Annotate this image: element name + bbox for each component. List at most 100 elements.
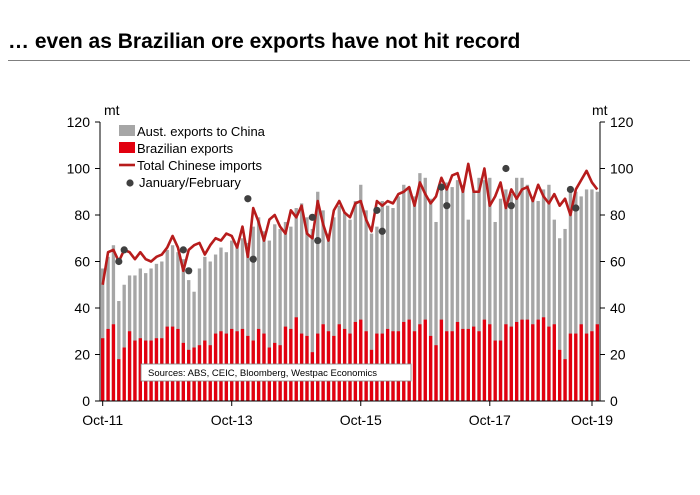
axis-frame	[99, 122, 601, 402]
brazil-bar	[536, 319, 540, 401]
x-axis: Oct-11 Oct-13 Oct-15 Oct-17 Oct-19	[82, 401, 613, 428]
jan-feb-point	[502, 164, 510, 173]
aus-bar	[332, 217, 336, 401]
brazil-bar	[445, 331, 449, 401]
aus-bar	[353, 201, 358, 401]
brazil-bar	[504, 324, 508, 401]
jan-feb-point	[572, 204, 580, 212]
x-tick-label: Oct-13	[211, 412, 253, 428]
aus-bar	[364, 210, 368, 401]
brazil-bar	[590, 331, 594, 401]
aus-bar	[547, 184, 551, 401]
y-left-tick-label: 20	[74, 347, 90, 363]
aus-bar	[590, 189, 594, 401]
brazil-bar	[138, 338, 142, 401]
aus-bar	[273, 224, 277, 401]
aus-bar	[498, 198, 503, 401]
aus-bar	[455, 180, 460, 401]
brazil-bar	[515, 321, 519, 401]
aus-bar	[267, 240, 272, 401]
aus-bar	[117, 301, 121, 401]
aus-bar	[154, 263, 159, 401]
legend-label: Aust. exports to China	[137, 124, 266, 139]
legend-brazil-swatch	[119, 142, 135, 153]
jan-feb-point	[308, 213, 316, 221]
chart-title: … even as Brazilian ore exports have not…	[8, 30, 521, 53]
aus-bar	[450, 187, 454, 401]
brazil-bar	[407, 319, 411, 401]
legend-label: Brazilian exports	[137, 141, 234, 156]
brazil-bar	[402, 321, 406, 401]
y-right-tick-label: 120	[610, 114, 634, 130]
aus-bar	[144, 273, 148, 401]
y-right-tick-label: 20	[610, 347, 626, 363]
aus-bar	[375, 226, 379, 401]
aus-bar	[122, 284, 126, 401]
aus-bar	[337, 205, 341, 401]
brazil-bar	[558, 349, 562, 401]
jan-feb-point	[314, 236, 322, 245]
brazil-bar	[579, 324, 583, 401]
aus-bar	[310, 228, 315, 401]
aus-bar	[208, 261, 212, 401]
brazil-bar	[563, 359, 567, 401]
aus-bar	[466, 219, 470, 401]
aus-bar	[407, 187, 411, 401]
brazil-bar	[520, 319, 524, 401]
aus-bar	[348, 219, 352, 401]
aus-bar	[461, 184, 465, 401]
jan-feb-point	[120, 246, 128, 254]
brazil-bar	[294, 317, 298, 401]
aus-bar	[385, 205, 390, 401]
aus-bar	[541, 189, 546, 401]
brazil-bar	[541, 317, 546, 401]
aus-bar	[165, 249, 169, 401]
brazil-bar	[498, 340, 503, 401]
y-right-tick-label: 80	[610, 207, 626, 223]
y-left-unit: mt	[104, 102, 120, 118]
aus-bar	[240, 238, 245, 401]
brazil-bar	[471, 326, 476, 401]
aus-bar	[326, 233, 331, 401]
brazil-bar	[568, 333, 573, 401]
brazil-bar	[117, 359, 121, 401]
aus-bar	[289, 226, 293, 401]
brazil-bar	[547, 326, 551, 401]
aus-bar	[423, 177, 427, 401]
source-note-text: Sources: ABS, CEIC, Bloomberg, Westpac E…	[148, 368, 377, 379]
brazil-bar	[482, 319, 487, 401]
aus-bar	[321, 210, 325, 401]
brazil-bar	[488, 324, 492, 401]
aus-bar	[235, 245, 239, 401]
y-left-tick-label: 80	[74, 207, 90, 223]
jan-feb-point	[179, 246, 187, 254]
aus-bar	[520, 177, 524, 401]
aus-bar	[418, 173, 422, 401]
brazil-bar	[122, 347, 126, 401]
aus-bar	[197, 268, 202, 401]
aus-bar	[181, 259, 185, 401]
legend-janfeb-swatch	[126, 179, 134, 187]
legend-label: January/February	[139, 175, 241, 190]
aus-bar	[149, 268, 153, 401]
x-tick-label: Oct-11	[82, 412, 123, 428]
jan-feb-point	[507, 202, 515, 210]
brazil-bar	[531, 324, 535, 401]
aus-bar	[558, 238, 562, 401]
aus-bar	[316, 191, 320, 401]
aus-bar	[256, 217, 261, 401]
jan-feb-point	[373, 206, 381, 214]
brazil-bar	[101, 338, 105, 401]
brazil-bar	[477, 331, 481, 401]
brazil-bar	[321, 324, 325, 401]
aus-bar	[428, 198, 433, 401]
aus-bar	[299, 203, 304, 401]
aus-bar	[230, 240, 234, 401]
aus-bar	[584, 189, 589, 401]
brazil-bar	[584, 333, 589, 401]
aus-bar	[101, 268, 105, 401]
brazil-bar	[434, 345, 438, 401]
aus-bar	[278, 228, 282, 401]
